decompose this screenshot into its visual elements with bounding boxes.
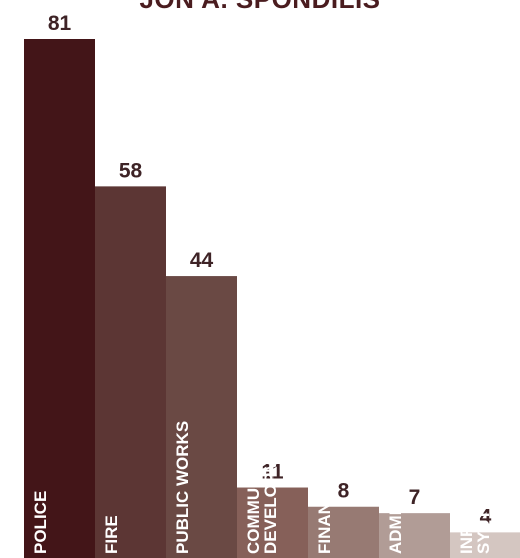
value-label-0: 81 bbox=[48, 12, 72, 35]
value-label-1: 58 bbox=[119, 159, 143, 182]
category-label-6-0: INFORMATION bbox=[457, 435, 476, 554]
bar-2 bbox=[166, 276, 237, 558]
bar-0 bbox=[24, 39, 95, 558]
category-label-4-0: FINANCE bbox=[315, 478, 334, 554]
category-label-0-0: POLICE bbox=[31, 491, 50, 554]
bar-4 bbox=[308, 506, 379, 558]
category-label-5-0: ADMIN & HR bbox=[386, 452, 405, 554]
category-label-3-0: COMMUNITY bbox=[244, 449, 263, 554]
value-label-2: 44 bbox=[190, 249, 214, 272]
value-label-3: 11 bbox=[261, 461, 284, 484]
bar-5 bbox=[379, 513, 450, 558]
value-label-5: 7 bbox=[409, 486, 421, 509]
chart-title: JON A. SPONDILIS bbox=[0, 0, 520, 15]
category-label-3-1: DEVELOPMENT bbox=[261, 424, 280, 554]
bar-1 bbox=[95, 186, 166, 558]
category-label-2-0: PUBLIC WORKS bbox=[173, 421, 192, 554]
bar-6 bbox=[450, 532, 520, 558]
bar-3 bbox=[237, 487, 308, 558]
value-label-4: 8 bbox=[338, 480, 350, 503]
category-label-6-1: SYSTEMS bbox=[474, 473, 493, 554]
category-label-1-0: FIRE bbox=[102, 515, 121, 554]
value-label-6: 4 bbox=[480, 505, 492, 528]
